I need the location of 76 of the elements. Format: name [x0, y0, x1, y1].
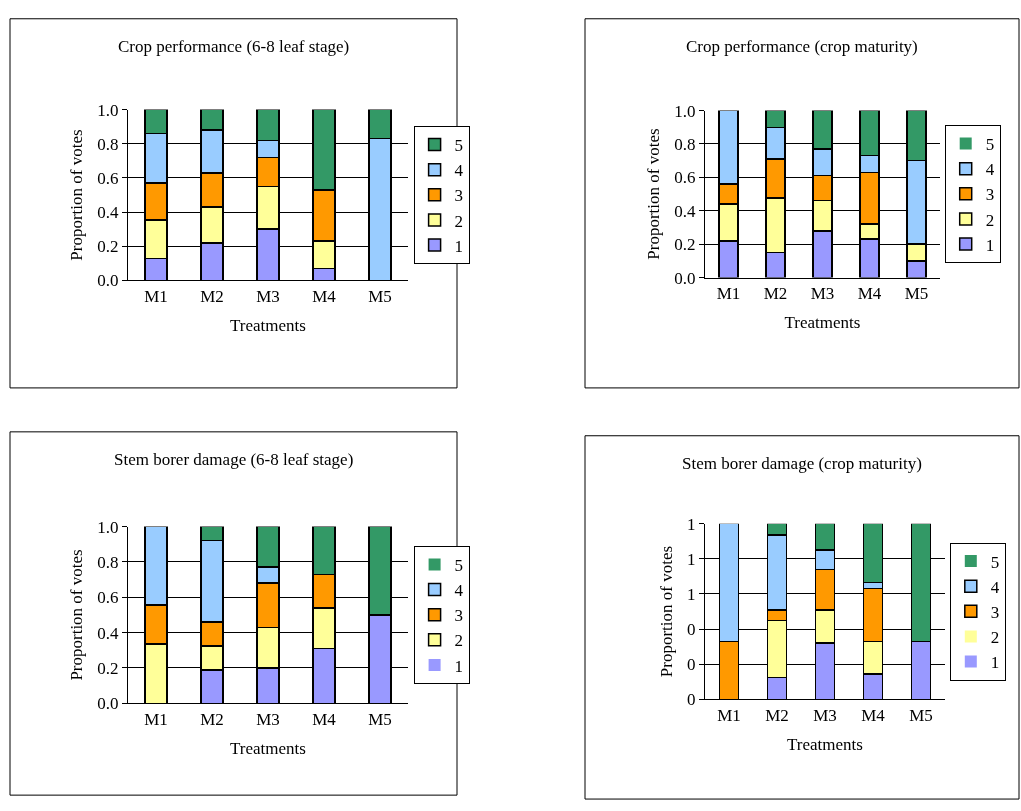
y-tick-label: 0.8	[97, 552, 119, 572]
y-tick-label: 0.8	[97, 134, 119, 154]
x-tick-label: M2	[765, 705, 789, 725]
x-axis-title: Treatments	[784, 313, 861, 333]
chart-title: Crop performance (crop maturity)	[686, 37, 918, 56]
legend-label: 4	[985, 160, 995, 180]
y-tick-label: 1.0	[97, 100, 119, 120]
x-tick-label: M4	[857, 283, 882, 303]
x-tick-label: M4	[861, 705, 886, 725]
chart-title: Stem borer damage (crop maturity)	[682, 454, 922, 473]
y-tick-label: 1	[687, 584, 696, 604]
legend-label: 1	[985, 235, 995, 255]
x-tick-label: M3	[810, 283, 835, 303]
x-tick-label: M5	[909, 705, 933, 725]
legend-label: 3	[990, 602, 1000, 622]
legend-label: 1	[454, 236, 464, 256]
x-axis-title: Treatments	[230, 316, 306, 336]
y-tick-label: 0.2	[97, 658, 119, 678]
y-tick-label: 1.0	[97, 517, 119, 537]
x-tick-label: M3	[813, 705, 837, 725]
x-tick-label: M5	[368, 709, 392, 729]
chart-title: Stem borer damage (6-8 leaf stage)	[114, 450, 354, 469]
legend-label: 2	[454, 211, 464, 231]
legend-label: 5	[454, 136, 464, 156]
y-tick-label: 0.4	[97, 623, 120, 643]
y-axis-title: Proportion of votes	[656, 545, 676, 678]
legend-label: 2	[985, 210, 995, 230]
legend-label: 4	[454, 581, 464, 601]
y-axis-title: Proportion of votes	[66, 129, 86, 261]
legend-label: 5	[985, 135, 995, 155]
y-tick-label: 0.4	[97, 203, 120, 223]
y-tick-label: 0	[687, 690, 696, 710]
x-axis-title: Treatments	[230, 739, 306, 759]
y-tick-label: 1.0	[674, 101, 696, 121]
legend-label: 1	[990, 653, 1000, 673]
chart-title: Crop performance (6-8 leaf stage)	[118, 37, 350, 56]
y-tick-label: 0.0	[97, 271, 119, 291]
x-tick-label: M4	[312, 286, 337, 306]
x-tick-label: M2	[200, 709, 224, 729]
y-tick-label: 0	[687, 620, 696, 640]
x-tick-label: M2	[200, 286, 224, 306]
x-tick-label: M5	[368, 286, 392, 306]
y-tick-label: 0.0	[674, 268, 696, 288]
x-tick-label: M1	[144, 286, 168, 306]
legend-label: 2	[990, 628, 1000, 648]
y-tick-label: 1	[687, 514, 696, 534]
x-axis-title: Treatments	[787, 735, 863, 755]
x-tick-label: M3	[256, 286, 280, 306]
x-tick-label: M3	[256, 709, 280, 729]
x-tick-label: M4	[312, 709, 337, 729]
legend-label: 5	[454, 556, 464, 576]
legend-label: 3	[454, 606, 464, 626]
x-tick-label: M1	[716, 283, 741, 303]
legend-label: 3	[985, 185, 995, 205]
legend-label: 4	[454, 161, 464, 181]
x-tick-label: M1	[717, 705, 741, 725]
x-tick-label: M2	[763, 283, 788, 303]
legend-label: 1	[454, 656, 464, 676]
y-axis-title: Proportion of votes	[643, 128, 663, 260]
x-tick-label: M5	[904, 283, 929, 303]
legend-label: 3	[454, 186, 464, 206]
y-tick-label: 0.8	[674, 134, 696, 154]
y-tick-label: 0.0	[97, 694, 119, 714]
y-tick-label: 0.2	[674, 235, 696, 255]
y-axis-title: Proportion of votes	[66, 549, 86, 681]
y-tick-label: 0.6	[97, 588, 119, 608]
y-tick-label: 0	[687, 655, 696, 675]
legend-label: 2	[454, 631, 464, 651]
legend-label: 4	[990, 577, 1000, 597]
legend-label: 5	[990, 552, 1000, 572]
x-tick-label: M1	[144, 709, 168, 729]
y-tick-label: 0.4	[674, 201, 697, 221]
y-tick-label: 0.6	[97, 168, 119, 188]
y-tick-label: 1	[687, 549, 696, 569]
y-tick-label: 0.6	[674, 168, 696, 188]
y-tick-label: 0.2	[97, 237, 119, 257]
